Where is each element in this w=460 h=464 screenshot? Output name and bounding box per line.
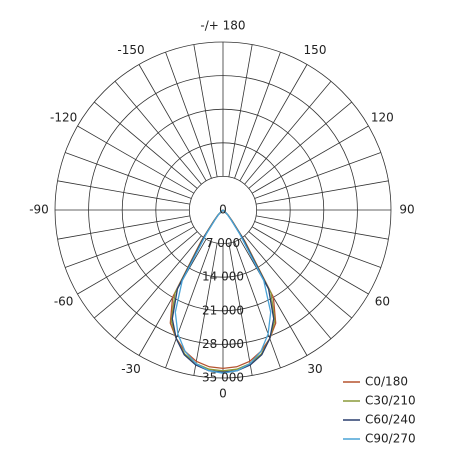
theta-tick-label: 120 [371, 111, 394, 125]
grid-circle [88, 75, 358, 345]
grid-circle [54, 41, 392, 379]
legend-label: C0/180 [365, 375, 408, 389]
r-tick-label: 14 000 [202, 270, 244, 284]
legend-label: C30/210 [365, 394, 416, 408]
theta-tick-label: -150 [117, 43, 144, 57]
theta-tick-label: 30 [307, 362, 322, 376]
theta-tick-label: 60 [375, 295, 390, 309]
theta-tick-label: -90 [29, 203, 49, 217]
r-tick-label: 7 000 [206, 236, 240, 250]
theta-tick-label: 0 [219, 387, 227, 401]
grid-circle [188, 175, 257, 244]
r-tick-label: 21 000 [202, 303, 244, 317]
r-tick-label: 35 000 [202, 371, 244, 385]
theta-tick-label: -120 [50, 111, 77, 125]
r-tick-label: 0 [219, 203, 227, 217]
legend-label: C90/270 [365, 432, 416, 446]
theta-tick-label: -/+ 180 [200, 19, 245, 33]
theta-tick-label: 90 [399, 203, 414, 217]
theta-tick-label: -30 [121, 362, 141, 376]
theta-tick-label: 150 [304, 43, 327, 57]
theta-tick-label: -60 [54, 295, 74, 309]
grid-circle [155, 142, 291, 278]
grid-circle [121, 108, 325, 312]
legend-label: C60/240 [365, 413, 416, 427]
curve [174, 209, 272, 374]
r-tick-label: 28 000 [202, 337, 244, 351]
